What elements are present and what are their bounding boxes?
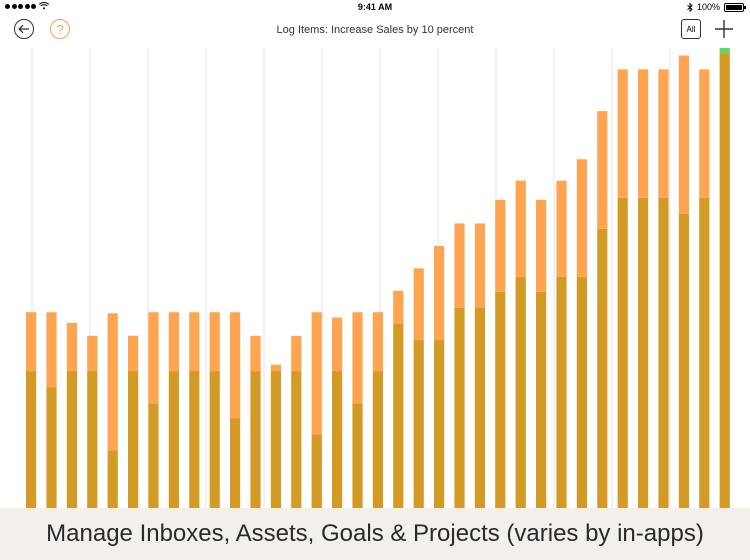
bar-segment[interactable] [658,69,669,198]
add-icon[interactable] [713,18,735,40]
bar-segment[interactable] [128,335,139,372]
bar-segment[interactable] [230,312,241,419]
bar-segment[interactable] [311,312,322,435]
bar-segment[interactable] [332,371,343,508]
bar-segment[interactable] [107,450,118,508]
bar-segment[interactable] [168,371,179,508]
bar-segment[interactable] [617,69,628,198]
back-button[interactable] [14,19,34,39]
bar-segment[interactable] [454,307,465,508]
status-time: 9:41 AM [357,2,393,12]
bar-segment[interactable] [434,340,445,508]
bar-segment[interactable] [678,213,689,508]
bar-segment[interactable] [87,371,98,508]
bar-segment[interactable] [189,312,200,372]
bar-segment[interactable] [270,364,281,372]
bar-segment[interactable] [678,55,689,214]
bar-segment[interactable] [638,69,649,198]
wifi-icon [39,2,49,10]
back-arrow-icon [18,24,29,34]
bar-segment[interactable] [699,69,710,198]
bar-segment[interactable] [536,199,547,292]
bar-segment[interactable] [26,312,37,372]
bar-segment[interactable] [515,276,526,508]
bar-segment[interactable] [230,418,241,508]
bar-segment[interactable] [495,199,506,292]
bar-segment[interactable] [189,371,200,508]
bar-segment[interactable] [576,276,587,508]
signal-strength-icon [5,3,36,9]
bar-segment[interactable] [413,340,424,508]
bar-segment[interactable] [168,312,179,372]
bar-segment[interactable] [597,228,608,508]
bar-segment[interactable] [372,371,383,508]
bar-segment[interactable] [719,53,730,508]
bar-segment[interactable] [617,197,628,508]
bar-segment[interactable] [434,245,445,341]
bluetooth-icon [687,2,693,12]
caption-text: Manage Inboxes, Assets, Goals & Projects… [46,520,704,547]
status-right: 100% [687,2,746,12]
bar-segment[interactable] [87,335,98,372]
bar-segment[interactable] [474,223,485,308]
bar-segment[interactable] [148,312,159,404]
page-title: Log Items: Increase Sales by 10 percent [276,24,474,36]
bar-segment[interactable] [291,371,302,508]
bar-segment[interactable] [393,324,404,508]
bar-segment[interactable] [719,48,730,54]
bar-segment[interactable] [556,276,567,508]
bar-segment[interactable] [46,387,57,508]
bar-segment[interactable] [454,223,465,308]
bar-segment[interactable] [638,197,649,508]
bar-segment[interactable] [576,159,587,277]
battery-icon [724,2,746,12]
signal-and-wifi [5,2,49,10]
caption-banner: Manage Inboxes, Assets, Goals & Projects… [0,508,750,560]
all-filter-button[interactable]: All [681,19,701,39]
bar-segment[interactable] [352,403,363,508]
bar-segment[interactable] [209,371,220,508]
bar-segment[interactable] [311,434,322,508]
bar-segment[interactable] [270,371,281,508]
battery-percent: 100% [696,2,720,12]
bar-segment[interactable] [250,335,261,372]
bar-segment[interactable] [413,268,424,341]
bar-segment[interactable] [291,335,302,372]
bar-segment[interactable] [474,307,485,508]
bar-segment[interactable] [352,312,363,404]
bar-segment[interactable] [372,312,383,372]
bar-segment[interactable] [556,180,567,277]
question-mark-icon: ? [56,21,64,37]
bar-segment[interactable] [495,291,506,508]
bar-segment[interactable] [250,371,261,508]
bar-segment[interactable] [658,197,669,508]
bar-segment[interactable] [107,313,118,451]
bar-segment[interactable] [515,180,526,277]
bar-segment[interactable] [66,322,77,372]
status-bar: 9:41 AM 100% [0,0,750,14]
bar-segment[interactable] [597,111,608,229]
bar-segment[interactable] [46,312,57,388]
bar-segment[interactable] [148,403,159,508]
bar-segment[interactable] [66,371,77,508]
bar-segment[interactable] [128,371,139,508]
navigation-bar: ? Log Items: Increase Sales by 10 percen… [0,14,750,48]
bar-segment[interactable] [209,312,220,372]
help-button[interactable]: ? [50,19,70,39]
bar-segment[interactable] [332,317,343,372]
log-items-chart [26,48,730,508]
bar-segment[interactable] [26,371,37,508]
bar-segment[interactable] [536,291,547,508]
bar-segment[interactable] [393,290,404,324]
bar-segment[interactable] [699,197,710,508]
